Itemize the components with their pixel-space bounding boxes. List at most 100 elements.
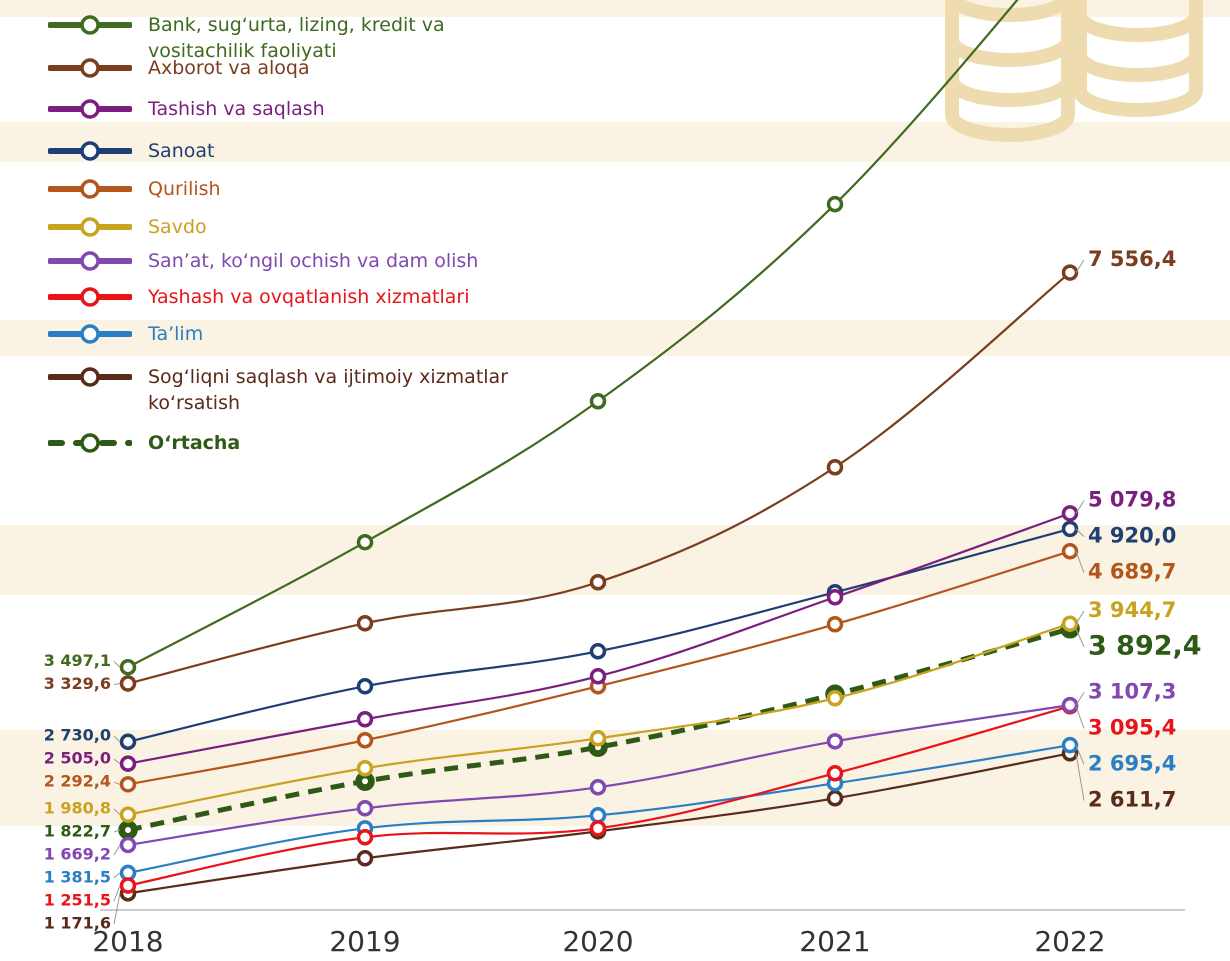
data-point bbox=[592, 781, 605, 794]
data-point bbox=[122, 661, 135, 674]
data-point bbox=[122, 735, 135, 748]
data-point bbox=[359, 680, 372, 693]
data-point bbox=[359, 617, 372, 630]
value-label: 7 556,4 bbox=[1088, 247, 1176, 271]
legend-icon bbox=[48, 96, 132, 122]
page: 201820192020202120223 497,13 329,62 730,… bbox=[0, 0, 1230, 961]
data-point bbox=[122, 808, 135, 821]
data-point bbox=[122, 879, 135, 892]
data-point bbox=[829, 792, 842, 805]
leader-line bbox=[1076, 501, 1084, 514]
legend-item: Tashish va saqlash bbox=[48, 96, 325, 122]
legend-icon bbox=[48, 214, 132, 240]
legend-icon bbox=[48, 321, 132, 347]
value-label: 3 107,3 bbox=[1088, 679, 1176, 703]
data-point bbox=[1064, 699, 1077, 712]
data-point bbox=[829, 767, 842, 780]
value-label: 1 822,7 bbox=[44, 822, 111, 841]
value-label: 2 292,4 bbox=[44, 772, 111, 791]
data-point bbox=[359, 536, 372, 549]
data-point bbox=[1064, 617, 1077, 630]
data-point bbox=[829, 618, 842, 631]
value-label: 5 079,8 bbox=[1088, 488, 1176, 512]
data-point bbox=[1064, 507, 1077, 520]
value-label: 1 381,5 bbox=[44, 868, 111, 887]
x-tick-label: 2020 bbox=[562, 925, 633, 958]
data-point bbox=[359, 734, 372, 747]
legend-label: Tashish va saqlash bbox=[148, 96, 325, 122]
legend-icon bbox=[48, 55, 132, 81]
legend-icon bbox=[48, 430, 132, 456]
legend-label: Sanoat bbox=[148, 138, 214, 164]
value-label: 2 611,7 bbox=[1088, 787, 1176, 811]
legend-icon bbox=[48, 364, 132, 390]
value-label: 3 329,6 bbox=[44, 674, 111, 693]
legend-label: Qurilish bbox=[148, 176, 221, 202]
data-point bbox=[122, 838, 135, 851]
data-point bbox=[592, 395, 605, 408]
data-point bbox=[592, 809, 605, 822]
data-point bbox=[122, 757, 135, 770]
data-point bbox=[592, 670, 605, 683]
value-label: 4 920,0 bbox=[1088, 524, 1176, 548]
value-label: 3 497,1 bbox=[44, 651, 111, 670]
leader-line bbox=[1076, 692, 1084, 705]
data-point bbox=[592, 645, 605, 658]
legend-icon bbox=[48, 248, 132, 274]
legend-label: Savdo bbox=[148, 214, 207, 240]
data-point bbox=[1064, 522, 1077, 535]
data-point bbox=[592, 576, 605, 589]
data-point bbox=[829, 735, 842, 748]
data-point bbox=[122, 677, 135, 690]
x-tick-label: 2022 bbox=[1034, 925, 1105, 958]
data-point bbox=[359, 852, 372, 865]
leader-line bbox=[1076, 629, 1084, 647]
value-label: 4 689,7 bbox=[1088, 560, 1176, 584]
leader-line bbox=[114, 662, 120, 668]
x-tick-label: 2019 bbox=[329, 925, 400, 958]
leader-line bbox=[1076, 611, 1084, 624]
legend-item: San’at, ko‘ngil ochish va dam olish bbox=[48, 248, 478, 274]
data-point bbox=[359, 762, 372, 775]
data-point bbox=[829, 198, 842, 211]
value-label: 1 980,8 bbox=[44, 799, 111, 818]
legend-label: Sog‘liqni saqlash va ijtimoiy xizmatlar … bbox=[148, 364, 528, 416]
legend-item: O‘rtacha bbox=[48, 430, 240, 456]
leader-line bbox=[114, 845, 120, 855]
legend-item: Savdo bbox=[48, 214, 207, 240]
data-point bbox=[592, 822, 605, 835]
legend-label: O‘rtacha bbox=[148, 430, 240, 456]
data-point-center bbox=[362, 778, 368, 784]
leader-line bbox=[114, 684, 120, 685]
legend-item: Yashash va ovqatlanish xizmatlari bbox=[48, 284, 469, 310]
value-label: 2 695,4 bbox=[1088, 751, 1176, 775]
data-point bbox=[359, 831, 372, 844]
data-point bbox=[122, 778, 135, 791]
data-point bbox=[1064, 545, 1077, 558]
value-label: 1 669,2 bbox=[44, 845, 111, 864]
value-label: 3 892,4 bbox=[1088, 630, 1202, 661]
legend-icon bbox=[48, 138, 132, 164]
data-point bbox=[1064, 739, 1077, 752]
value-label: 1 251,5 bbox=[44, 891, 111, 910]
data-point bbox=[829, 591, 842, 604]
legend-icon bbox=[48, 12, 132, 38]
legend-item: Sanoat bbox=[48, 138, 214, 164]
value-label: 3 944,7 bbox=[1088, 598, 1176, 622]
legend-label: Axborot va aloqa bbox=[148, 55, 310, 81]
coins-decoration bbox=[952, 0, 1196, 135]
data-point-center bbox=[125, 827, 131, 833]
x-tick-label: 2021 bbox=[799, 925, 870, 958]
legend-item: Qurilish bbox=[48, 176, 221, 202]
data-point bbox=[1064, 266, 1077, 279]
value-label: 3 095,4 bbox=[1088, 715, 1176, 739]
legend-icon bbox=[48, 176, 132, 202]
data-point bbox=[359, 802, 372, 815]
data-point bbox=[359, 713, 372, 726]
value-label: 1 171,6 bbox=[44, 914, 111, 933]
legend-icon bbox=[48, 284, 132, 310]
legend-label: San’at, ko‘ngil ochish va dam olish bbox=[148, 248, 478, 274]
value-label: 2 730,0 bbox=[44, 726, 111, 745]
value-label: 2 505,0 bbox=[44, 749, 111, 768]
data-point bbox=[829, 692, 842, 705]
